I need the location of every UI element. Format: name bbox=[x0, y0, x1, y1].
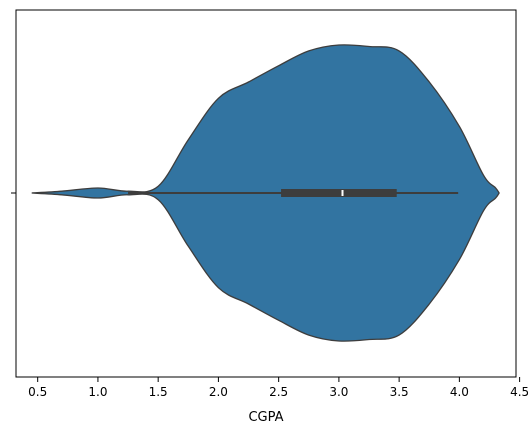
x-tick-label: 4.5 bbox=[510, 385, 528, 399]
x-tick-label: 3.0 bbox=[329, 385, 348, 399]
box-layer bbox=[128, 189, 459, 197]
x-tick-label: 4.0 bbox=[450, 385, 469, 399]
iqr-box bbox=[281, 189, 397, 197]
x-tick-label: 3.5 bbox=[390, 385, 409, 399]
x-axis-ticks: 0.5 1.0 1.5 2.0 2.5 3.0 3.5 4.0 4.5 bbox=[28, 377, 528, 399]
x-axis-label: CGPA bbox=[248, 410, 283, 425]
x-tick-label: 1.0 bbox=[88, 385, 107, 399]
x-tick-label: 2.0 bbox=[209, 385, 228, 399]
x-tick-label: 1.5 bbox=[149, 385, 168, 399]
x-tick-label: 0.5 bbox=[28, 385, 47, 399]
x-tick-label: 2.5 bbox=[269, 385, 288, 399]
